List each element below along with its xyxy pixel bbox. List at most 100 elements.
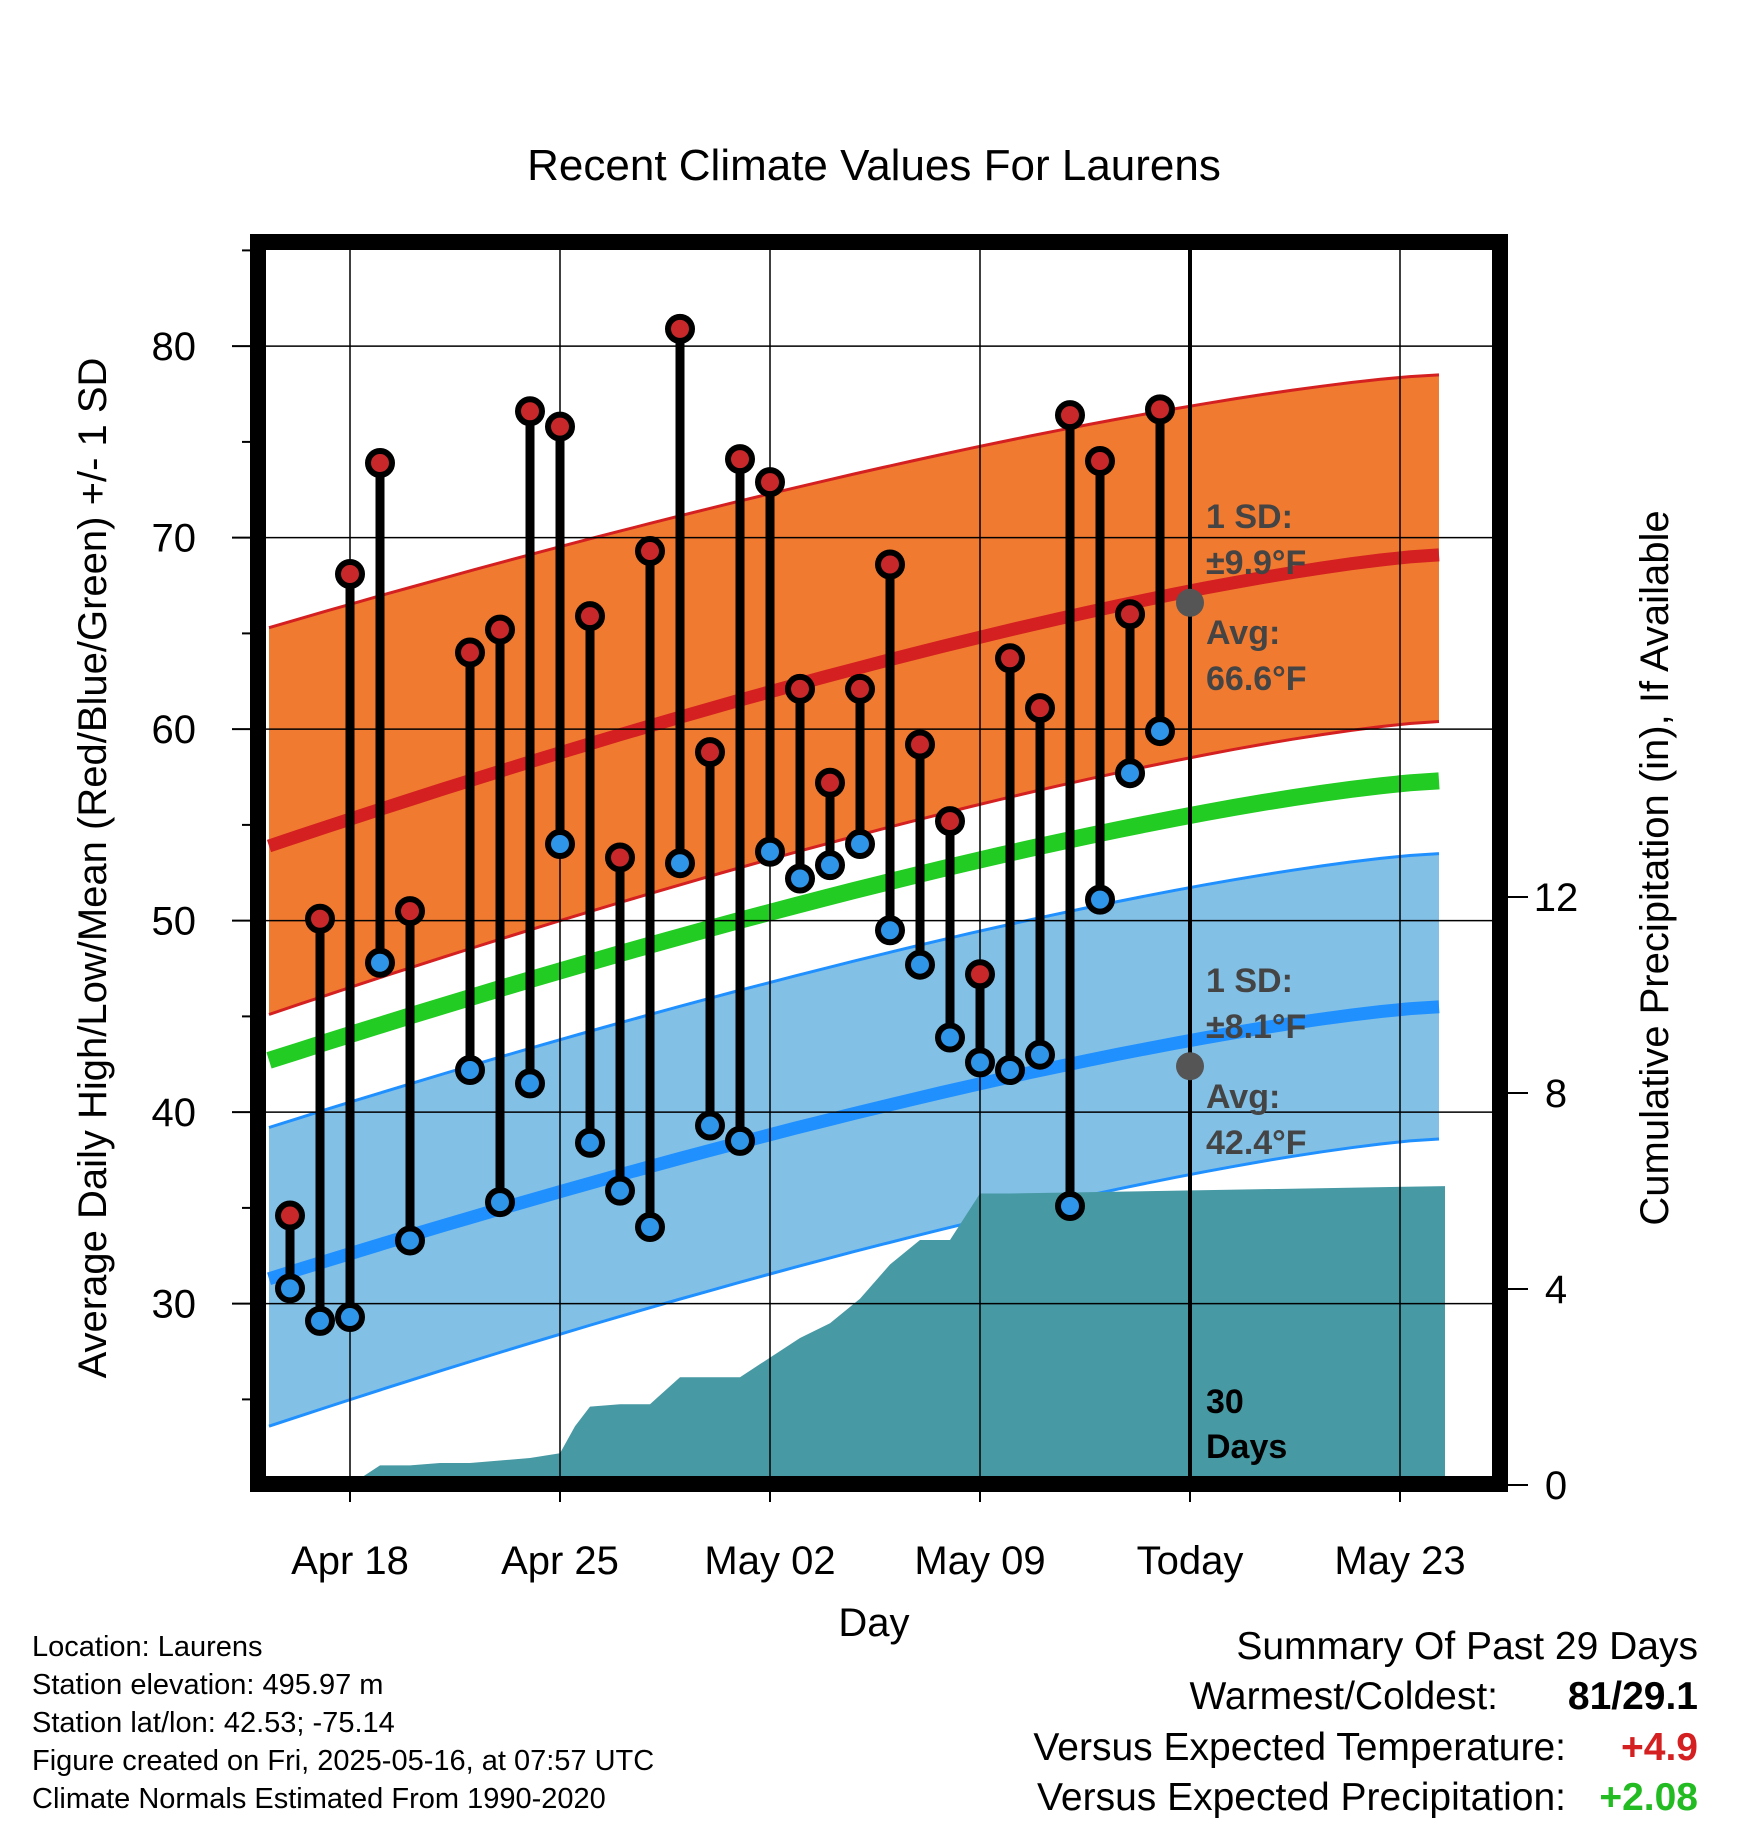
summary-temp-value: +4.9 (1621, 1726, 1698, 1769)
daily-low-point (845, 829, 875, 860)
daily-low-point (545, 829, 575, 860)
y-tick-label: 30 (152, 1283, 197, 1327)
low-sd-value: ±8.1°F (1206, 1008, 1306, 1046)
daily-high-point (965, 959, 995, 990)
daily-high-point (725, 444, 755, 475)
plot-frame (250, 234, 1508, 1492)
daily-low-point (875, 915, 905, 946)
low-lower-line (268, 1137, 1440, 1428)
daily-high-point (515, 396, 545, 427)
high-upper-line (268, 373, 1440, 630)
daily-high-point (1145, 394, 1175, 425)
summary-precip-value: +2.08 (1599, 1776, 1698, 1819)
daily-high-point (1115, 599, 1145, 630)
daily-high-point (365, 447, 395, 478)
summary-warmest-coldest-value: 81/29.1 (1567, 1675, 1698, 1718)
daily-high-point (785, 673, 815, 704)
daily-high-point (395, 896, 425, 927)
daily-low-point (1055, 1190, 1085, 1221)
daily-low-point (935, 1022, 965, 1053)
today-high-avg-point (1176, 588, 1204, 617)
daily-low-point (905, 949, 935, 980)
chart-title: Recent Climate Values For Laurens (527, 141, 1221, 190)
footer-created: Figure created on Fri, 2025-05-16, at 07… (32, 1745, 655, 1777)
today-low-avg-point (1176, 1052, 1204, 1081)
daily-high-point (545, 411, 575, 442)
days-count: 30 (1206, 1383, 1244, 1421)
summary-warmest-coldest-label: Warmest/Coldest: (1189, 1675, 1498, 1718)
daily-high-point (695, 737, 725, 768)
y-tick-label: 60 (152, 708, 197, 752)
daily-high-point (275, 1200, 305, 1231)
daily-high-point (605, 842, 635, 873)
y-tick-label: 40 (152, 1091, 197, 1135)
daily-low-point (365, 947, 395, 978)
daily-high-point (485, 614, 515, 645)
high-avg-value: 66.6°F (1206, 660, 1307, 698)
y2-tick-label: 8 (1545, 1072, 1567, 1116)
daily-high-point (1055, 400, 1085, 431)
daily-low-point (1115, 758, 1145, 789)
daily-high-point (905, 729, 935, 760)
daily-low-point (395, 1225, 425, 1256)
daily-low-point (335, 1302, 365, 1333)
daily-low-point (575, 1127, 605, 1158)
daily-low-point (515, 1068, 545, 1099)
daily-high-point (935, 806, 965, 837)
high-sd-label: 1 SD: (1206, 498, 1293, 536)
high-sd-value: ±9.9°F (1206, 544, 1306, 582)
daily-low-point (305, 1305, 335, 1336)
daily-low-point (275, 1273, 305, 1304)
footer-elevation: Station elevation: 495.97 m (32, 1669, 384, 1701)
daily-high-point (875, 549, 905, 580)
x-tick-label: Today (1137, 1539, 1244, 1583)
daily-high-point (845, 673, 875, 704)
y2-axis-label: Cumulative Precipitation (in), If Availa… (1633, 510, 1677, 1225)
high-normal-line (266, 548, 1440, 853)
daily-high-point (665, 313, 695, 344)
daily-low-point (785, 863, 815, 894)
daily-high-point (995, 643, 1025, 674)
mean-normal-line (266, 772, 1440, 1069)
y-axis-label: Average Daily High/Low/Mean (Red/Blue/Gr… (71, 358, 115, 1379)
daily-low-point (665, 848, 695, 879)
daily-low-point (1025, 1039, 1055, 1070)
y2-tick-label: 12 (1534, 876, 1579, 920)
footer-normals: Climate Normals Estimated From 1990-2020 (32, 1783, 606, 1815)
x-tick-label: May 02 (704, 1539, 835, 1583)
low-normal-line (267, 1000, 1440, 1286)
x-tick-label: May 09 (914, 1539, 1045, 1583)
daily-low-point (605, 1175, 635, 1206)
low-sd-label: 1 SD: (1206, 962, 1293, 1000)
daily-low-point (455, 1055, 485, 1086)
y-tick-label: 70 (152, 517, 197, 561)
footer-latlon: Station lat/lon: 42.53; -75.14 (32, 1707, 395, 1739)
low-avg-value: 42.4°F (1206, 1124, 1307, 1162)
daily-high-point (635, 536, 665, 567)
days-label: Days (1206, 1428, 1287, 1466)
daily-low-point (965, 1047, 995, 1078)
daily-high-point (1085, 446, 1115, 477)
x-tick-label: Apr 18 (291, 1539, 409, 1583)
summary-title: Summary Of Past 29 Days (1236, 1625, 1698, 1668)
daily-low-point (485, 1187, 515, 1218)
daily-high-point (755, 467, 785, 498)
precip-area (363, 1186, 1445, 1476)
y-tick-label: 80 (152, 325, 197, 369)
high-avg-label: Avg: (1206, 614, 1280, 652)
daily-low-point (1085, 884, 1115, 915)
daily-low-point (1145, 716, 1175, 747)
summary-precip-label: Versus Expected Precipitation: (1037, 1776, 1566, 1819)
daily-high-point (455, 637, 485, 668)
footer-location: Location: Laurens (32, 1631, 263, 1663)
y2-tick-label: 0 (1545, 1464, 1567, 1508)
daily-low-point (695, 1110, 725, 1141)
x-tick-label: May 23 (1334, 1539, 1465, 1583)
daily-low-point (995, 1055, 1025, 1086)
daily-high-point (815, 767, 845, 798)
footer-info: Location: Laurens Station elevation: 495… (32, 1628, 654, 1818)
y2-tick-label: 4 (1545, 1268, 1567, 1312)
x-tick-label: Apr 25 (501, 1539, 619, 1583)
low-sd-band (269, 853, 1439, 1427)
